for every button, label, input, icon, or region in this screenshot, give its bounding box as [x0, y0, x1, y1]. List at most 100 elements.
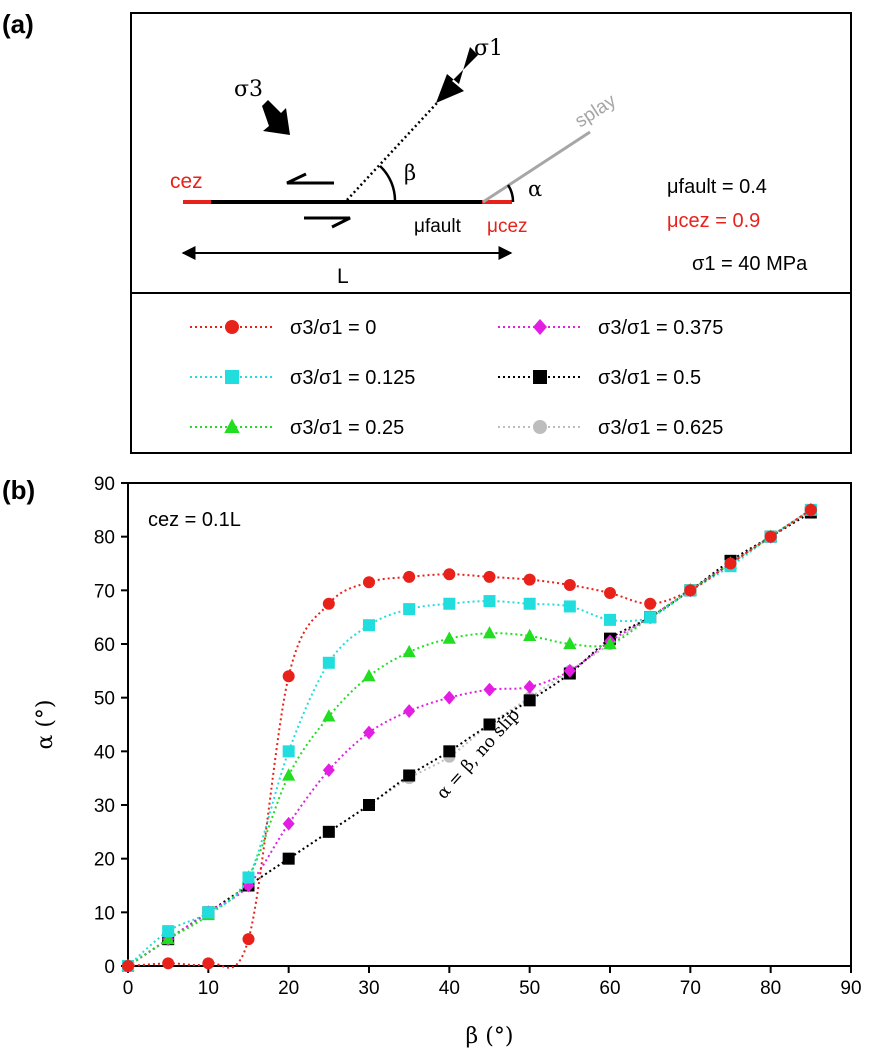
length-label: L — [337, 265, 349, 288]
data-point — [162, 957, 175, 970]
data-point — [563, 578, 576, 591]
data-point — [443, 690, 456, 705]
data-point — [563, 663, 576, 678]
data-point — [644, 611, 657, 624]
data-point — [282, 816, 295, 831]
data-point — [644, 597, 657, 610]
fault-diagram: σ1 σ3 β α splay cez μfault μcez L μfault… — [170, 36, 808, 288]
y-axis-label: α (°) — [33, 699, 58, 749]
data-point — [403, 570, 416, 583]
legend-entry-3-1-0-5: σ3/σ1 = 0.5 — [498, 367, 701, 389]
slip-arrow-top-icon — [286, 172, 334, 185]
legend-entry-3-1-0-375: σ3/σ1 = 0.375 — [498, 317, 723, 339]
plot-area: 0 10 20 30 40 50 60 70 80 90 0 10 20 30 40 50 60 70 80 90 β … — [33, 474, 862, 1049]
data-point — [363, 799, 375, 811]
cez-label: cez — [170, 170, 203, 193]
data-point — [483, 595, 496, 608]
data-point — [322, 709, 336, 722]
data-point — [684, 584, 697, 597]
data-point — [523, 573, 536, 586]
panel-b-label: (b) — [2, 475, 35, 505]
param-mu-fault: μfault = 0.4 — [667, 176, 767, 198]
data-point — [202, 906, 215, 919]
data-point — [403, 769, 416, 782]
data-point — [443, 745, 456, 758]
data-point — [282, 852, 295, 865]
sigma3-arrow-icon — [262, 100, 290, 135]
mu-cez-label: μcez — [487, 216, 528, 237]
sigma1-label: σ1 — [474, 36, 503, 61]
data-point — [322, 825, 335, 838]
data-point — [122, 960, 134, 972]
data-point — [764, 530, 777, 543]
x-tick-label: 60 — [599, 978, 620, 999]
y-tick-label: 40 — [94, 742, 115, 763]
legend-label: σ3/σ1 = 0 — [290, 317, 376, 339]
legend-entry-3-1-0-125: σ3/σ1 = 0.125 — [190, 367, 415, 389]
legend-marker — [224, 418, 240, 433]
data-point — [443, 597, 456, 610]
x-tick-label: 50 — [519, 978, 540, 999]
data-point — [403, 704, 416, 718]
alpha-label: α — [528, 177, 542, 201]
x-tick-label: 90 — [840, 978, 861, 999]
x-tick-label: 70 — [680, 978, 701, 999]
data-point — [242, 933, 255, 946]
splay-label: splay — [571, 90, 620, 132]
sigma1-direction-line — [346, 102, 438, 201]
legend-label: σ3/σ1 = 0.25 — [290, 417, 404, 439]
splay-line — [482, 130, 591, 204]
legend-entry-3-1-0-625: σ3/σ1 = 0.625 — [498, 417, 723, 439]
data-point — [523, 628, 537, 642]
plot-frame — [127, 482, 852, 967]
legend-marker — [533, 318, 547, 336]
series-line — [127, 511, 812, 967]
legend-marker — [533, 370, 547, 384]
legend-label: σ3/σ1 = 0.375 — [598, 317, 723, 339]
data-point — [523, 694, 536, 707]
slip-arrow-bottom-icon — [304, 216, 351, 229]
legend-marker — [225, 370, 239, 384]
data-point — [282, 745, 295, 758]
x-tick-label: 40 — [439, 978, 460, 999]
data-point — [563, 600, 576, 613]
data-point — [403, 603, 416, 616]
data-point — [443, 568, 456, 581]
beta-label: β — [404, 161, 416, 185]
data-point — [483, 718, 496, 731]
data-point — [563, 636, 577, 650]
data-point — [282, 768, 296, 781]
legend: σ3/σ1 = 0 σ3/σ1 = 0.125 σ3/σ1 = 0.25 σ3/σ1 … — [190, 317, 723, 439]
data-point — [523, 680, 536, 694]
x-tick-label: 10 — [198, 978, 219, 999]
data-point — [322, 597, 335, 610]
data-point — [322, 763, 335, 778]
x-tick-label: 20 — [278, 978, 299, 999]
y-tick-label: 90 — [94, 474, 115, 495]
sigma1-arrow-icon — [436, 47, 478, 103]
legend-label: σ3/σ1 = 0.625 — [598, 417, 723, 439]
x-tick-label: 30 — [358, 978, 379, 999]
mu-fault-label: μfault — [414, 216, 462, 237]
legend-label: σ3/σ1 = 0.125 — [290, 367, 415, 389]
legend-label: σ3/σ1 = 0.5 — [598, 367, 701, 389]
data-point — [282, 670, 295, 683]
legend-entry-3-1-0-25: σ3/σ1 = 0.25 — [190, 417, 404, 439]
legend-marker — [533, 420, 547, 434]
data-point — [242, 871, 255, 884]
y-tick-label: 70 — [94, 581, 115, 602]
data-point — [483, 570, 496, 583]
y-tick-label: 80 — [94, 528, 115, 549]
annotation-cez: cez = 0.1L — [148, 509, 241, 531]
data-point — [483, 682, 496, 697]
series-3-1-0 — [122, 503, 817, 972]
beta-arc — [379, 165, 397, 203]
y-tick-label: 0 — [104, 957, 115, 978]
x-tick-label: 0 — [123, 978, 134, 999]
data-point — [162, 925, 175, 938]
panel-a-label: (a) — [2, 9, 34, 39]
data-point — [804, 503, 817, 516]
data-point — [724, 557, 737, 570]
data-point — [603, 636, 617, 650]
